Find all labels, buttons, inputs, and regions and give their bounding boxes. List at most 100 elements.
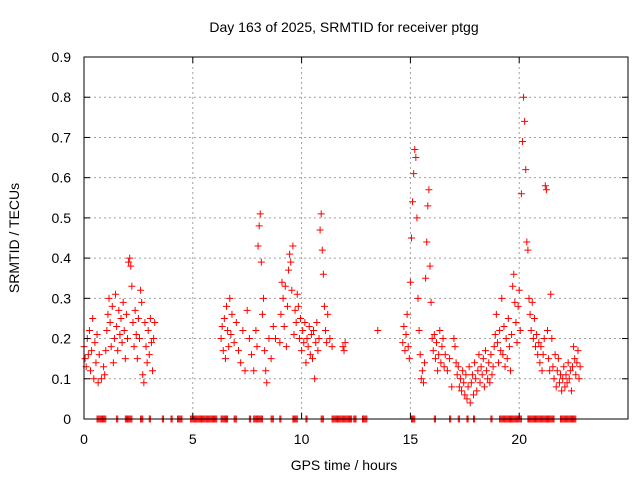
data-point xyxy=(400,322,408,330)
data-point xyxy=(555,379,563,387)
data-point xyxy=(277,310,285,318)
data-point xyxy=(573,359,581,367)
data-point xyxy=(399,339,407,347)
data-point xyxy=(488,371,496,379)
data-point xyxy=(256,210,264,218)
data-point xyxy=(299,327,307,335)
data-point xyxy=(417,375,425,383)
data-point xyxy=(485,359,493,367)
data-point xyxy=(276,339,284,347)
x-tick-label: 0 xyxy=(80,431,88,447)
data-point xyxy=(466,399,474,407)
data-point xyxy=(528,298,536,306)
data-point xyxy=(300,339,308,347)
data-point xyxy=(144,327,152,335)
data-point xyxy=(489,363,497,371)
data-point xyxy=(320,302,328,310)
y-tick-label: 0.9 xyxy=(52,49,72,65)
data-point xyxy=(401,347,409,355)
data-point xyxy=(525,294,533,302)
data-point xyxy=(517,190,525,198)
data-point xyxy=(230,339,238,347)
data-point xyxy=(563,379,571,387)
data-point xyxy=(468,371,476,379)
data-point xyxy=(288,286,296,294)
data-point xyxy=(481,347,489,355)
data-point xyxy=(512,318,520,326)
data-point xyxy=(322,327,330,335)
data-point xyxy=(479,355,487,363)
data-point xyxy=(424,202,432,210)
data-point xyxy=(452,359,460,367)
data-point xyxy=(463,395,471,403)
y-tick-label: 0 xyxy=(63,411,71,427)
data-point xyxy=(572,371,580,379)
data-point xyxy=(476,379,484,387)
data-point xyxy=(516,327,524,335)
data-point xyxy=(514,302,522,310)
data-point xyxy=(305,322,313,330)
data-point xyxy=(443,367,451,375)
data-point xyxy=(140,379,148,387)
data-point xyxy=(106,318,114,326)
data-point xyxy=(460,379,468,387)
y-tick-label: 0.4 xyxy=(52,250,72,266)
data-point xyxy=(453,371,461,379)
data-point xyxy=(145,351,153,359)
data-point xyxy=(511,298,519,306)
data-point xyxy=(441,351,449,359)
data-point xyxy=(435,351,443,359)
data-point xyxy=(245,335,253,343)
data-point xyxy=(434,367,442,375)
data-point xyxy=(248,351,256,359)
data-point xyxy=(491,331,499,339)
data-point xyxy=(473,387,481,395)
data-point xyxy=(475,351,483,359)
data-point xyxy=(415,327,423,335)
data-point xyxy=(448,383,456,391)
data-point xyxy=(562,371,570,379)
data-point xyxy=(410,170,418,178)
data-point xyxy=(220,314,228,322)
y-tick-label: 0.5 xyxy=(52,210,72,226)
data-point xyxy=(566,367,574,375)
data-point xyxy=(500,322,508,330)
data-point xyxy=(262,367,270,375)
y-tick-labels: 0 0.1 0.2 0.3 0.4 0.5 0.6 0.7 0.8 0.9 xyxy=(52,49,72,427)
data-point xyxy=(427,298,435,306)
data-point xyxy=(102,347,110,355)
data-point xyxy=(458,387,466,395)
data-point xyxy=(95,351,103,359)
data-point xyxy=(239,327,247,335)
data-point xyxy=(147,339,155,347)
data-point xyxy=(409,198,417,206)
data-point xyxy=(112,290,120,298)
data-point xyxy=(304,343,312,351)
data-point xyxy=(120,327,128,335)
data-point xyxy=(496,327,504,335)
data-point xyxy=(509,282,517,290)
y-tick-label: 0.1 xyxy=(52,371,72,387)
data-point xyxy=(281,282,289,290)
data-point xyxy=(530,314,538,322)
data-point xyxy=(124,335,132,343)
data-point xyxy=(323,339,331,347)
data-point xyxy=(543,327,551,335)
data-point xyxy=(477,363,485,371)
data-point xyxy=(422,274,430,282)
x-tick-labels: 0 5 10 15 20 xyxy=(80,431,527,447)
data-point xyxy=(535,339,543,347)
data-point xyxy=(278,278,286,286)
data-point xyxy=(110,335,118,343)
data-point xyxy=(498,294,506,302)
data-point xyxy=(133,355,141,363)
data-point xyxy=(297,314,305,322)
data-point xyxy=(486,379,494,387)
data-point xyxy=(107,343,115,351)
data-point xyxy=(219,347,227,355)
data-point xyxy=(501,363,509,371)
data-point xyxy=(94,379,102,387)
data-point xyxy=(312,339,320,347)
data-point xyxy=(100,363,108,371)
data-point xyxy=(150,335,158,343)
